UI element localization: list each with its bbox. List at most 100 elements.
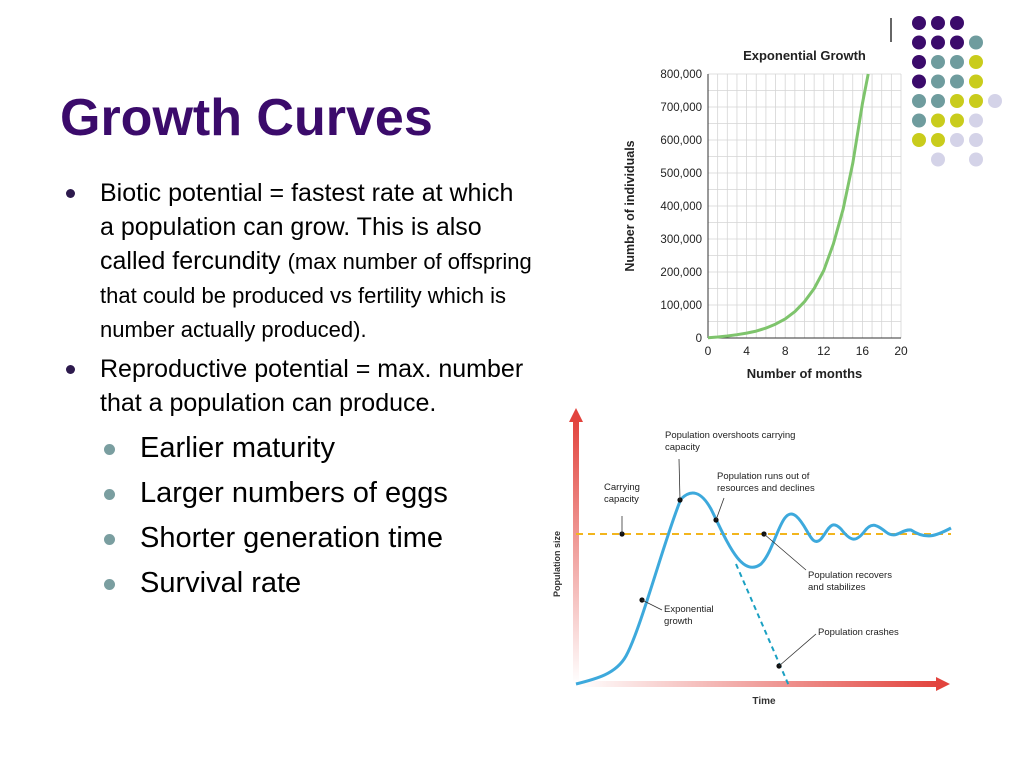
bullet-text: Biotic potential = fastest rate at which…: [100, 179, 514, 275]
x-tick-label: 20: [894, 344, 908, 358]
exponential-growth-chart: 0 100,000 200,000 300,000 400,000 500,000 600,…: [623, 48, 908, 381]
y-axis-label: Number of individuals: [623, 140, 637, 271]
sub-bullet: Survival rate: [62, 561, 532, 606]
x-tick-label: 0: [705, 344, 712, 358]
bullet-biotic-potential: Biotic potential = fastest rate at which…: [62, 176, 532, 346]
x-tick-label: 4: [743, 344, 750, 358]
y-tick-label: 200,000: [660, 267, 702, 279]
label-population-crashes-line1: Population crashes: [818, 627, 899, 638]
label-population-overshoots-line1: Population overshoots carrying: [665, 430, 795, 441]
decor-dot: [931, 113, 945, 128]
label-population-crashes: Population crashes: [818, 627, 899, 638]
x-tick-label: 12: [817, 344, 831, 358]
decorative-dot-grid: [890, 16, 1002, 167]
decor-dot: [931, 55, 945, 69]
bullet-list: Biotic potential = fastest rate at which…: [62, 176, 532, 606]
label-carrying-capacity-line1: Carrying: [604, 482, 640, 493]
sub-bullet-text: Larger numbers of eggs: [140, 477, 448, 509]
sub-bullet: Earlier maturity: [62, 426, 532, 471]
bullet-reproductive-potential: Reproductive potential = max. number tha…: [62, 352, 532, 420]
sub-bullet: Larger numbers of eggs: [62, 471, 532, 516]
y-tick-label: 300,000: [660, 234, 702, 246]
annotation-leader: [778, 633, 817, 667]
annotation-leader: [715, 497, 725, 521]
y-tick-label: 100,000: [660, 300, 702, 312]
label-exponential-growth-line1: Exponential: [664, 604, 714, 615]
decor-dot: [969, 113, 983, 128]
crash-line: [735, 563, 790, 687]
sub-bullet-dot: [104, 444, 115, 455]
decor-dot: [931, 35, 945, 50]
x-tick-label: 8: [782, 344, 789, 358]
y-axis-arrow-shaft: [573, 418, 579, 684]
annotation-leader: [678, 458, 681, 501]
decor-dot: [950, 35, 964, 50]
label-population-recovers-line2: and stabilizes: [808, 582, 866, 593]
decor-dot: [950, 94, 964, 108]
label-exponential-growth: Exponential growth: [664, 604, 714, 627]
decor-dot: [931, 94, 945, 108]
decor-dot: [931, 16, 945, 30]
decor-dot: [969, 94, 983, 108]
decor-dot: [912, 55, 926, 69]
y-tick-label: 600,000: [660, 135, 702, 147]
label-population-runs-out-line1: Population runs out of: [717, 471, 810, 482]
sub-bullet-dot: [104, 579, 115, 590]
decor-dot: [950, 16, 964, 30]
sub-bullet: Shorter generation time: [62, 516, 532, 561]
series-line: [707, 73, 870, 340]
y-tick-label: 700,000: [660, 102, 702, 114]
x-axis-label: Number of months: [747, 366, 863, 381]
decor-dot: [931, 152, 945, 167]
label-carrying-capacity: Carrying capacity: [604, 482, 640, 505]
annotation-leader: [763, 533, 807, 571]
bullet-dot: [66, 365, 75, 374]
decor-dot: [969, 74, 983, 89]
decor-dot: [950, 113, 964, 128]
label-exponential-growth-line2: growth: [664, 616, 693, 627]
label-population-runs-out-line2: resources and declines: [717, 483, 815, 494]
decor-dot: [950, 74, 964, 89]
population-curve: [575, 491, 952, 686]
decor-dot: [969, 55, 983, 69]
x-tick-label: 16: [856, 344, 870, 358]
bullet-text: Reproductive potential = max. number tha…: [100, 355, 524, 417]
sub-bullet-dot: [104, 489, 115, 500]
label-population-runs-out: Population runs out of resources and decl…: [717, 471, 815, 494]
y-tick-label: 400,000: [660, 201, 702, 213]
sub-bullet-text: Earlier maturity: [140, 432, 335, 464]
decor-dot: [950, 133, 964, 147]
decor-dot: [912, 35, 926, 50]
chart-title: Exponential Growth: [743, 48, 866, 63]
sub-bullet-text: Shorter generation time: [140, 522, 444, 554]
decor-dot: [931, 74, 945, 89]
bullet-note: (max number of offspring that could be p…: [100, 249, 532, 342]
label-population-overshoots: Population overshoots carrying capacity: [665, 430, 795, 453]
sub-bullet-dot: [104, 534, 115, 545]
bullet-dot: [66, 189, 75, 198]
decor-dot: [950, 55, 964, 69]
decor-dot: [931, 133, 945, 147]
decor-dot: [912, 133, 926, 147]
label-population-overshoots-line2: capacity: [665, 442, 700, 453]
decor-dot: [969, 35, 983, 50]
y-tick-label: 800,000: [660, 69, 702, 81]
decor-dot: [912, 94, 926, 108]
sub-bullet-text: Survival rate: [140, 567, 302, 599]
label-population-recovers-line1: Population recovers: [808, 570, 892, 581]
decor-dot: [988, 94, 1002, 108]
decor-dot: [912, 16, 926, 30]
decor-dot: [969, 152, 983, 167]
label-carrying-capacity-line2: capacity: [604, 494, 639, 505]
x-axis-label: Time: [752, 696, 776, 707]
decor-dot: [912, 74, 926, 89]
x-axis-arrow-shaft: [576, 681, 938, 687]
y-axis-label: Population size: [552, 531, 562, 597]
x-axis-arrow-head: [936, 677, 950, 691]
decor-dot: [912, 113, 926, 128]
y-axis-arrow-head: [569, 408, 583, 422]
slide-title: Growth Curves: [60, 89, 433, 147]
annotation-leader: [641, 599, 663, 611]
decor-dot: [969, 133, 983, 147]
